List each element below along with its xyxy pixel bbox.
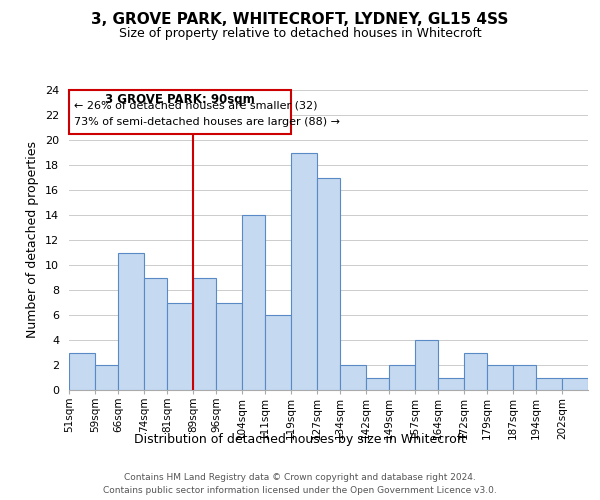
Bar bbox=[167, 302, 193, 390]
Bar bbox=[562, 378, 588, 390]
Bar bbox=[389, 365, 415, 390]
Bar bbox=[118, 252, 144, 390]
Bar bbox=[464, 352, 487, 390]
Bar bbox=[317, 178, 340, 390]
Bar bbox=[69, 352, 95, 390]
Bar bbox=[144, 278, 167, 390]
Bar bbox=[366, 378, 389, 390]
Text: Contains public sector information licensed under the Open Government Licence v3: Contains public sector information licen… bbox=[103, 486, 497, 495]
Text: 3 GROVE PARK: 90sqm: 3 GROVE PARK: 90sqm bbox=[105, 93, 255, 106]
Bar bbox=[513, 365, 536, 390]
Bar bbox=[242, 215, 265, 390]
Bar bbox=[487, 365, 513, 390]
Bar bbox=[438, 378, 464, 390]
Bar bbox=[291, 152, 317, 390]
Text: ← 26% of detached houses are smaller (32): ← 26% of detached houses are smaller (32… bbox=[74, 100, 317, 110]
Bar bbox=[95, 365, 118, 390]
Text: 73% of semi-detached houses are larger (88) →: 73% of semi-detached houses are larger (… bbox=[74, 117, 340, 127]
Bar bbox=[340, 365, 366, 390]
Bar bbox=[216, 302, 242, 390]
Text: 3, GROVE PARK, WHITECROFT, LYDNEY, GL15 4SS: 3, GROVE PARK, WHITECROFT, LYDNEY, GL15 … bbox=[91, 12, 509, 28]
Text: Size of property relative to detached houses in Whitecroft: Size of property relative to detached ho… bbox=[119, 28, 481, 40]
Text: Contains HM Land Registry data © Crown copyright and database right 2024.: Contains HM Land Registry data © Crown c… bbox=[124, 472, 476, 482]
Bar bbox=[265, 315, 291, 390]
Bar bbox=[193, 278, 216, 390]
Bar bbox=[415, 340, 438, 390]
Text: Distribution of detached houses by size in Whitecroft: Distribution of detached houses by size … bbox=[134, 432, 466, 446]
Y-axis label: Number of detached properties: Number of detached properties bbox=[26, 142, 40, 338]
Bar bbox=[536, 378, 562, 390]
FancyBboxPatch shape bbox=[69, 90, 291, 134]
